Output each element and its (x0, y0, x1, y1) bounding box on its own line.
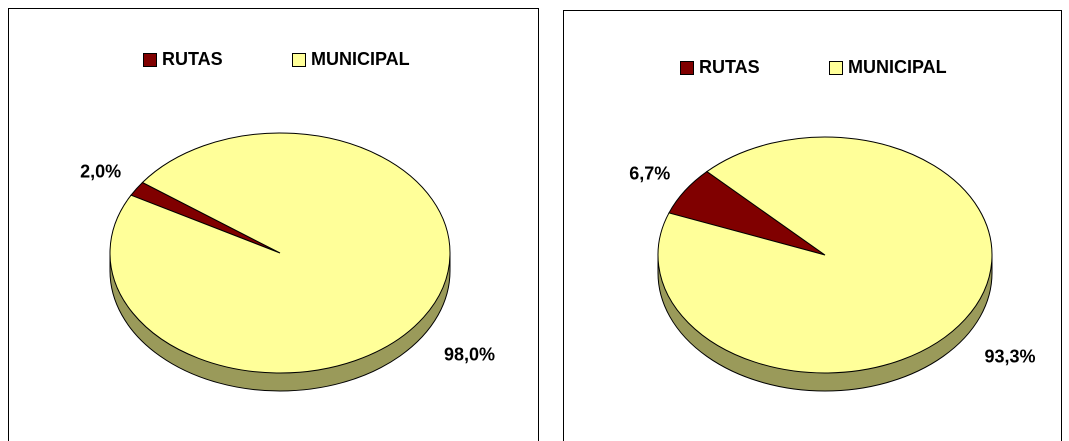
legend-label: MUNICIPAL (848, 57, 947, 77)
legend-label: RUTAS (699, 57, 760, 77)
legend-label: RUTAS (162, 49, 223, 69)
legend-swatch (292, 53, 306, 67)
legend-swatch (143, 53, 157, 67)
data-label: 6,7% (629, 164, 670, 184)
pie-slice (657, 136, 993, 374)
legend-label: MUNICIPAL (311, 49, 410, 69)
data-label: 98,0% (444, 345, 495, 365)
pie-slice (109, 132, 451, 374)
data-label: 93,3% (984, 346, 1035, 366)
legend-swatch (829, 61, 843, 75)
data-label: 2,0% (80, 161, 121, 181)
legend-swatch (680, 61, 694, 75)
